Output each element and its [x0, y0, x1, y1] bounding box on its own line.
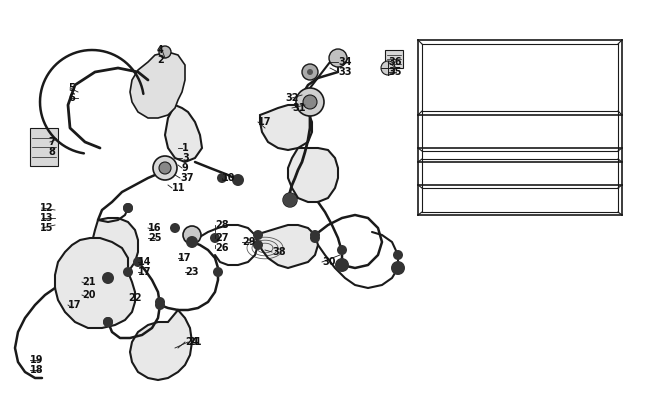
Text: 13: 13	[40, 213, 53, 223]
Polygon shape	[260, 105, 312, 150]
Circle shape	[307, 69, 313, 75]
Circle shape	[253, 240, 263, 250]
Polygon shape	[130, 310, 192, 380]
Text: 10: 10	[222, 173, 235, 183]
Text: 28: 28	[215, 220, 229, 230]
Polygon shape	[255, 225, 318, 268]
Circle shape	[103, 317, 113, 327]
Text: 30: 30	[322, 257, 335, 267]
Text: 24: 24	[185, 337, 198, 347]
Text: 22: 22	[128, 293, 142, 303]
Text: 35: 35	[388, 67, 402, 77]
Text: 15: 15	[40, 223, 53, 233]
Circle shape	[303, 95, 317, 109]
Circle shape	[337, 245, 347, 255]
Polygon shape	[165, 105, 202, 162]
Text: 26: 26	[215, 243, 229, 253]
Text: 19: 19	[30, 355, 44, 365]
Polygon shape	[90, 218, 138, 278]
Circle shape	[159, 46, 171, 58]
Text: 34: 34	[338, 57, 352, 67]
Text: 29: 29	[242, 237, 255, 247]
Text: 3: 3	[182, 153, 188, 163]
Circle shape	[381, 61, 395, 75]
Text: 32: 32	[285, 93, 298, 103]
Polygon shape	[130, 52, 185, 118]
Text: 20: 20	[82, 290, 96, 300]
Circle shape	[159, 162, 171, 174]
Circle shape	[103, 273, 113, 283]
Circle shape	[217, 173, 227, 183]
Text: 11: 11	[172, 183, 185, 193]
Text: 17: 17	[68, 300, 81, 310]
Text: 23: 23	[185, 267, 198, 277]
Circle shape	[123, 203, 133, 213]
Circle shape	[213, 267, 223, 277]
Circle shape	[210, 233, 220, 243]
Circle shape	[391, 261, 405, 275]
Circle shape	[133, 257, 143, 267]
Text: 12: 12	[40, 203, 53, 213]
Circle shape	[335, 258, 349, 272]
Circle shape	[123, 203, 133, 213]
Text: 4: 4	[157, 45, 164, 55]
Text: 25: 25	[148, 233, 161, 243]
Circle shape	[183, 226, 201, 244]
Circle shape	[329, 49, 347, 67]
Text: 8: 8	[48, 147, 55, 157]
Text: 36: 36	[388, 57, 402, 67]
Text: 38: 38	[272, 247, 285, 257]
Text: 18: 18	[30, 365, 44, 375]
Circle shape	[103, 317, 113, 327]
Text: 17: 17	[178, 253, 192, 263]
Text: 6: 6	[68, 93, 75, 103]
Circle shape	[155, 300, 165, 310]
Bar	[385, 50, 403, 68]
Circle shape	[155, 297, 165, 307]
Text: 31: 31	[292, 103, 306, 113]
Polygon shape	[55, 238, 135, 328]
Text: 9: 9	[182, 163, 188, 173]
Circle shape	[310, 230, 320, 240]
Text: 5: 5	[68, 83, 75, 93]
Circle shape	[102, 272, 114, 284]
Circle shape	[296, 88, 324, 116]
Text: 17: 17	[138, 267, 151, 277]
Text: 27: 27	[215, 233, 229, 243]
Polygon shape	[288, 148, 338, 202]
Circle shape	[283, 193, 297, 207]
Text: 16: 16	[148, 223, 161, 233]
Text: 1: 1	[182, 143, 188, 153]
Circle shape	[170, 223, 180, 233]
Circle shape	[232, 174, 244, 186]
Circle shape	[302, 64, 318, 80]
Circle shape	[123, 267, 133, 277]
Text: 33: 33	[338, 67, 352, 77]
Circle shape	[253, 230, 263, 240]
Bar	[30, 128, 58, 166]
Text: 21: 21	[82, 277, 96, 287]
Text: 2: 2	[157, 55, 164, 65]
Text: 14: 14	[138, 257, 151, 267]
Circle shape	[310, 233, 320, 243]
Circle shape	[153, 156, 177, 180]
Text: 17: 17	[258, 117, 272, 127]
Text: 21: 21	[188, 337, 202, 347]
Circle shape	[283, 193, 297, 207]
Circle shape	[186, 236, 198, 248]
Text: 7: 7	[48, 137, 55, 147]
Text: 37: 37	[180, 173, 194, 183]
Circle shape	[393, 250, 403, 260]
